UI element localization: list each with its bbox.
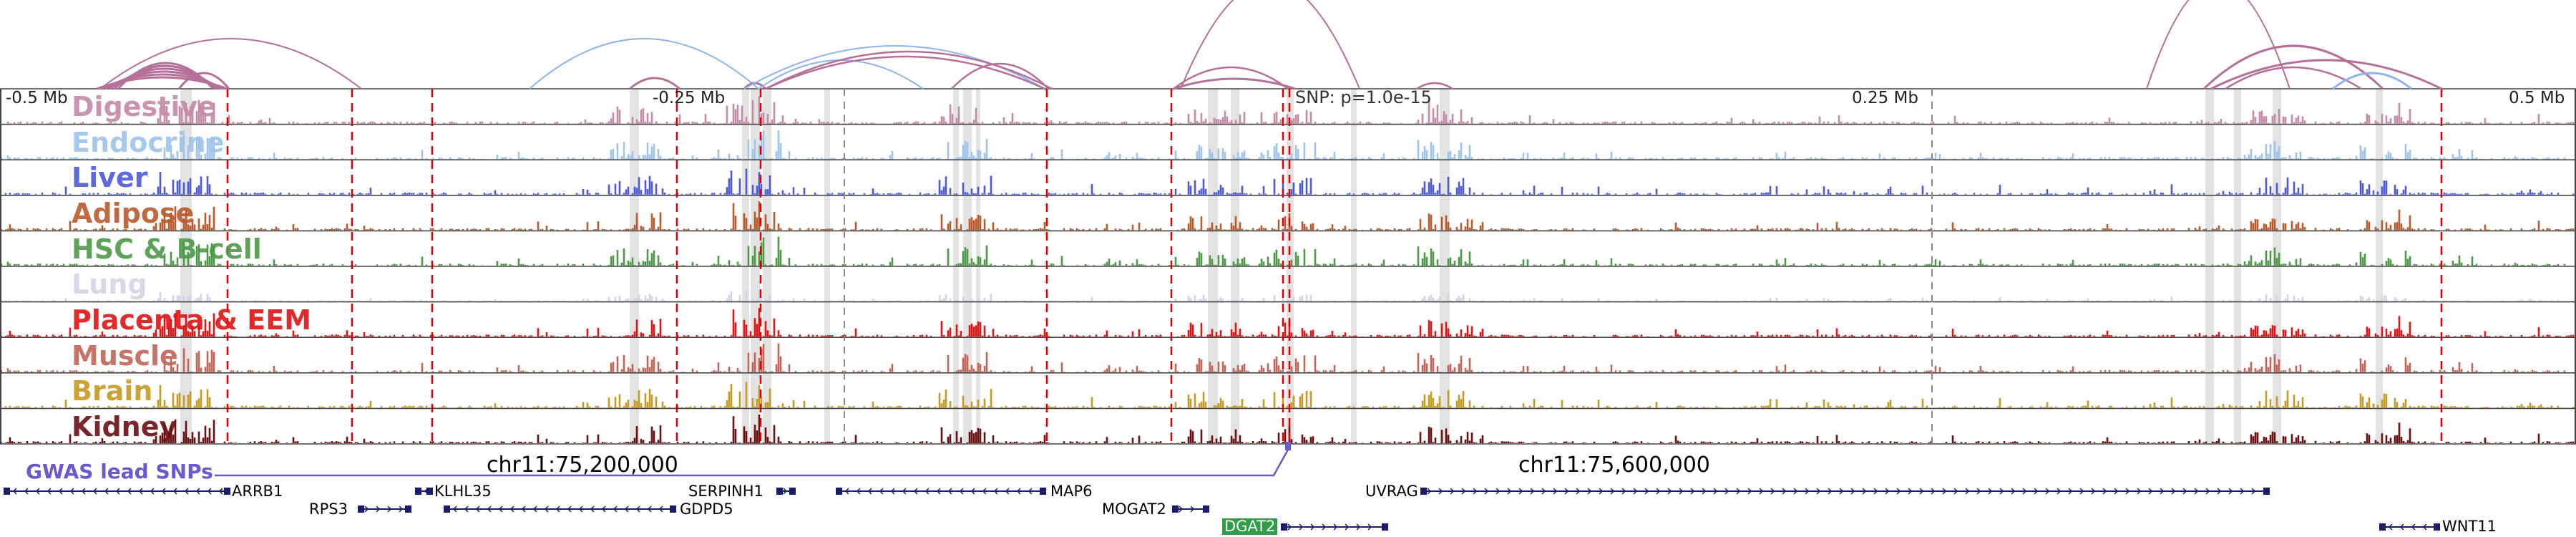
gene-exon xyxy=(2434,523,2440,531)
interaction-arc xyxy=(529,38,759,90)
gene-exon xyxy=(405,505,411,513)
gene-label-dgat2: DGAT2 xyxy=(1222,518,1278,535)
gwas-snp-marker xyxy=(1285,442,1291,450)
strand-arrows xyxy=(424,488,429,495)
interaction-arc xyxy=(2202,44,2384,90)
interaction-arc xyxy=(177,72,230,90)
coordinate-label: chr11:75,600,000 xyxy=(1518,453,1710,478)
gene-exon xyxy=(1420,488,1427,495)
gene-exon xyxy=(789,488,796,495)
signal-track-3 xyxy=(4,168,2575,195)
interaction-arc xyxy=(1173,66,1289,90)
track-label-muscle: Muscle xyxy=(72,340,178,372)
strand-arrows xyxy=(844,488,1033,495)
interaction-arc xyxy=(951,62,1049,90)
gene-exon xyxy=(415,488,421,495)
strand-arrows xyxy=(12,488,223,495)
gene-label-arrb1: ARRB1 xyxy=(232,483,283,500)
strand-arrows xyxy=(1179,505,1195,513)
strand-arrows xyxy=(452,505,663,513)
interaction-arc xyxy=(2210,59,2442,90)
axis-tick-label: 0.5 Mb xyxy=(2509,89,2565,107)
gene-label-wnt11: WNT11 xyxy=(2442,518,2497,535)
interaction-arc xyxy=(1416,82,1453,90)
interaction-arc xyxy=(758,59,924,90)
signal-track-1 xyxy=(6,96,2575,124)
interaction-arc xyxy=(1180,0,1360,90)
strand-arrows xyxy=(1427,488,2256,495)
interaction-arc xyxy=(629,77,680,90)
gene-exon xyxy=(444,505,450,513)
gene-exon xyxy=(224,488,230,495)
signal-track-9 xyxy=(4,382,2575,408)
interaction-arc xyxy=(1173,77,1296,90)
track-label-hsc-b-cell: HSC & B-cell xyxy=(72,233,262,265)
strand-arrows xyxy=(1287,523,1372,531)
gene-exon xyxy=(1172,505,1179,513)
interaction-arc xyxy=(765,55,1045,90)
gene-label-map6: MAP6 xyxy=(1050,483,1093,500)
gene-label-gdpd5: GDPD5 xyxy=(680,500,733,518)
gene-exon xyxy=(2263,488,2270,495)
gene-exon xyxy=(776,488,783,495)
gene-exon xyxy=(2379,523,2386,531)
gene-exon xyxy=(1040,488,1046,495)
track-label-endocrine: Endocrine xyxy=(72,127,225,158)
axis-tick-label: -0.25 Mb xyxy=(653,89,726,107)
track-label-lung: Lung xyxy=(72,268,147,300)
gene-exon xyxy=(4,488,10,495)
track-label-digestive: Digestive xyxy=(72,91,216,122)
axis-tick-label: -0.5 Mb xyxy=(6,89,68,107)
interaction-arc xyxy=(99,38,362,90)
gene-label-rps3: RPS3 xyxy=(309,500,348,518)
track-label-placenta-eem: Placenta & EEM xyxy=(72,304,312,336)
lead-snp-label: SNP: p=1.0e-15 xyxy=(1295,87,1432,107)
interaction-arc xyxy=(117,62,215,90)
gene-exon xyxy=(426,488,433,495)
gene-exon xyxy=(1281,523,1287,531)
gwas-link-line xyxy=(215,449,1289,477)
gene-label-mogat2: MOGAT2 xyxy=(1102,500,1166,518)
strand-arrows xyxy=(783,488,788,495)
signal-track-6 xyxy=(4,291,2575,301)
gene-label-klhl35: KLHL35 xyxy=(434,483,492,500)
track-label-brain: Brain xyxy=(72,375,153,407)
gene-exon xyxy=(358,505,364,513)
interaction-arc xyxy=(2332,72,2412,90)
interaction-arc xyxy=(765,50,1053,90)
interaction-arc xyxy=(2146,0,2290,90)
coordinate-label: chr11:75,200,000 xyxy=(487,453,678,478)
track-label-liver: Liver xyxy=(72,162,148,193)
gene-exon xyxy=(836,488,842,495)
axis-tick-label: 0.25 Mb xyxy=(1852,89,1918,107)
strand-arrows xyxy=(364,505,404,513)
interaction-arc xyxy=(2225,66,2362,90)
gene-label-uvrag: UVRAG xyxy=(1365,483,1418,500)
gene-label-serpinh1: SERPINH1 xyxy=(688,483,763,500)
gene-exon xyxy=(1203,505,1209,513)
track-label-adipose: Adipose xyxy=(72,198,195,229)
strand-arrows xyxy=(2388,523,2427,531)
gene-exon xyxy=(670,505,676,513)
gene-exon xyxy=(1382,523,1388,531)
gwas-track-label: GWAS lead SNPs xyxy=(26,460,213,483)
track-label-kidney: Kidney xyxy=(72,411,177,442)
